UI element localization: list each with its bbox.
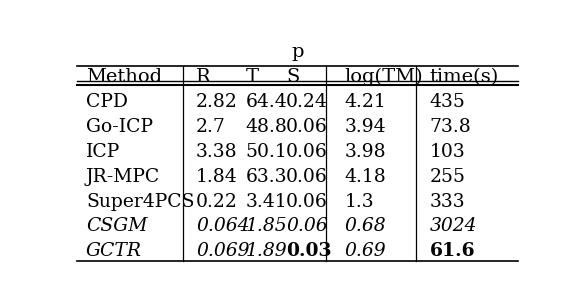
Text: 73.8: 73.8 xyxy=(430,118,472,136)
Text: CPD: CPD xyxy=(86,94,128,111)
Text: 3.94: 3.94 xyxy=(345,118,386,136)
Text: T: T xyxy=(245,68,259,86)
Text: 3.38: 3.38 xyxy=(196,143,238,161)
Text: 255: 255 xyxy=(430,168,466,186)
Text: 0.68: 0.68 xyxy=(345,217,386,235)
Text: 333: 333 xyxy=(430,193,466,211)
Text: 64.4: 64.4 xyxy=(245,94,287,111)
Text: 1.84: 1.84 xyxy=(196,168,238,186)
Text: 0.69: 0.69 xyxy=(345,242,386,260)
Text: 61.6: 61.6 xyxy=(430,242,476,260)
Text: S: S xyxy=(286,68,299,86)
Text: 0.03: 0.03 xyxy=(286,242,332,260)
Text: 103: 103 xyxy=(430,143,466,161)
Text: 1.89: 1.89 xyxy=(245,242,287,260)
Text: ICP: ICP xyxy=(86,143,120,161)
Text: 0.24: 0.24 xyxy=(286,94,328,111)
Text: 0.069: 0.069 xyxy=(196,242,249,260)
Text: Go-ICP: Go-ICP xyxy=(86,118,153,136)
Text: 435: 435 xyxy=(430,94,466,111)
Text: Method: Method xyxy=(86,68,162,86)
Text: 4.21: 4.21 xyxy=(345,94,386,111)
Text: 2.82: 2.82 xyxy=(196,94,238,111)
Text: JR-MPC: JR-MPC xyxy=(86,168,160,186)
Text: 1.3: 1.3 xyxy=(345,193,374,211)
Text: log(TM): log(TM) xyxy=(345,68,423,86)
Text: 1.85: 1.85 xyxy=(245,217,287,235)
Text: 0.06: 0.06 xyxy=(286,118,328,136)
Text: p: p xyxy=(291,43,303,61)
Text: 0.064: 0.064 xyxy=(196,217,249,235)
Text: 0.06: 0.06 xyxy=(286,193,328,211)
Text: 0.06: 0.06 xyxy=(286,217,328,235)
Text: 0.06: 0.06 xyxy=(286,143,328,161)
Text: 63.3: 63.3 xyxy=(245,168,287,186)
Text: 0.22: 0.22 xyxy=(196,193,238,211)
Text: 3.98: 3.98 xyxy=(345,143,386,161)
Text: Super4PCS: Super4PCS xyxy=(86,193,194,211)
Text: 3024: 3024 xyxy=(430,217,477,235)
Text: R: R xyxy=(196,68,211,86)
Text: 4.18: 4.18 xyxy=(345,168,386,186)
Text: 48.8: 48.8 xyxy=(245,118,288,136)
Text: time(s): time(s) xyxy=(430,68,499,86)
Text: CSGM: CSGM xyxy=(86,217,147,235)
Text: 0.06: 0.06 xyxy=(286,168,328,186)
Text: GCTR: GCTR xyxy=(86,242,142,260)
Text: 2.7: 2.7 xyxy=(196,118,226,136)
Text: 50.1: 50.1 xyxy=(245,143,287,161)
Text: 3.41: 3.41 xyxy=(245,193,287,211)
